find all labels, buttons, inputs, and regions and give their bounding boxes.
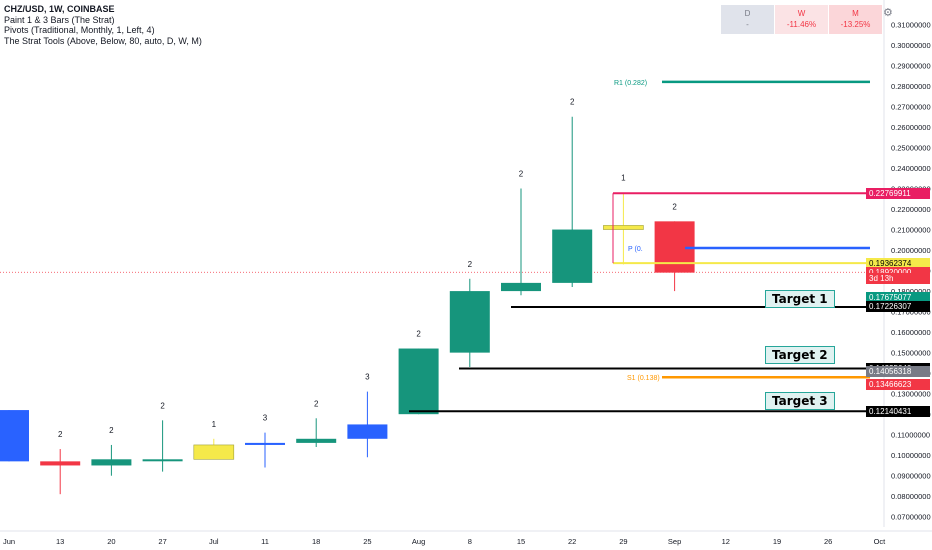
- time-tick-label: 20: [107, 537, 115, 546]
- price-tick-label: 0.20000000: [891, 246, 931, 255]
- candle-body: [193, 444, 235, 460]
- price-tick-label: 0.11000000: [891, 431, 930, 440]
- price-tick-label: 0.24000000: [891, 164, 931, 173]
- price-tick-label: 0.31000000: [891, 20, 931, 29]
- price-tick-label: 0.22000000: [891, 205, 931, 214]
- candle-body: [40, 461, 81, 466]
- time-tick-label: 29: [619, 537, 627, 546]
- target-box-3[interactable]: Target 3: [765, 391, 835, 410]
- pivot-label-s1: S1 (0.138): [627, 375, 660, 382]
- candle-body: [245, 442, 285, 445]
- candle-body: [296, 438, 337, 443]
- price-axis-tag: 0.12140431: [866, 405, 930, 417]
- candle-body: [603, 225, 644, 230]
- price-tick-label: 0.13000000: [891, 390, 931, 399]
- perf-month: M -13.25%: [829, 5, 882, 34]
- perf-day: D -: [721, 5, 774, 34]
- price-tick-label: 0.28000000: [891, 82, 931, 91]
- strat-bar-label: 3: [365, 373, 370, 382]
- price-tick-label: 0.09000000: [891, 472, 931, 481]
- strat-bar-label: 2: [570, 98, 575, 107]
- price-tick-label: 0.18000000: [891, 287, 931, 296]
- strat-bar-label: 2: [416, 330, 421, 339]
- price-axis-tag: 3d 13h: [866, 272, 930, 284]
- strat-bar-label: 2: [672, 202, 677, 211]
- strat-bar-label: 3: [263, 414, 268, 423]
- time-tick-label: 8: [468, 537, 472, 546]
- price-axis-tag: 0.14056318: [866, 366, 930, 378]
- price-axis-tag: 0.22769911: [866, 187, 930, 199]
- price-tick-label: 0.30000000: [891, 41, 931, 50]
- time-tick-label: Oct: [874, 537, 887, 546]
- candle-body: [552, 229, 593, 283]
- strat-bar-label: 2: [519, 170, 524, 179]
- strat-bar-label: 2: [314, 399, 319, 408]
- price-axis-tag: 0.17226307: [866, 301, 930, 313]
- pivot-label-p: P (0.: [628, 246, 643, 253]
- perf-month-label: M: [852, 9, 859, 18]
- time-tick-label: 25: [363, 537, 371, 546]
- price-tick-label: 0.15000000: [891, 349, 931, 358]
- candle-body: [91, 459, 132, 466]
- time-tick-label: 11: [261, 537, 269, 546]
- time-tick-label: 12: [722, 537, 730, 546]
- strat-bar-label: 2: [109, 426, 114, 435]
- price-tick-label: 0.26000000: [891, 123, 931, 132]
- pivot-label-r1: R1 (0.282): [614, 80, 647, 87]
- price-tick-label: 0.07000000: [891, 513, 931, 522]
- time-tick-label: 19: [773, 537, 781, 546]
- time-tick-label: 22: [568, 537, 576, 546]
- perf-week: W -11.46%: [775, 5, 828, 34]
- target-box-1[interactable]: Target 1: [765, 290, 835, 309]
- indicator-strat-paint[interactable]: Paint 1 & 3 Bars (The Strat): [4, 14, 115, 25]
- strat-bar-label: 2: [58, 430, 63, 439]
- time-tick-label: 15: [517, 537, 525, 546]
- symbol-title[interactable]: CHZ/USD, 1W, COINBASE: [4, 4, 115, 14]
- settings-gear-icon[interactable]: ⚙: [883, 7, 893, 19]
- chart-legend: CHZ/USD, 1W, COINBASE Paint 1 & 3 Bars (…: [4, 4, 202, 46]
- price-axis-tag: 0.19362374: [866, 257, 930, 269]
- perf-week-value: -11.46%: [786, 20, 817, 29]
- candle-body: [142, 459, 183, 462]
- price-tick-label: 0.25000000: [891, 143, 931, 152]
- time-tick-label: 13: [56, 537, 64, 546]
- perf-day-label: D: [744, 9, 751, 18]
- price-tick-label: 0.08000000: [891, 492, 931, 501]
- strat-bar-label: 2: [468, 260, 473, 269]
- candle-body: [449, 291, 490, 353]
- candle-body: [0, 410, 29, 462]
- indicator-strat-tools[interactable]: The Strat Tools (Above, Below, 80, auto,…: [4, 35, 202, 46]
- time-tick-label: Sep: [668, 537, 681, 546]
- target-box-2[interactable]: Target 2: [765, 345, 835, 364]
- price-tick-label: 0.10000000: [891, 451, 931, 460]
- perf-day-value: -: [746, 20, 749, 29]
- price-tick-label: 0.27000000: [891, 102, 931, 111]
- price-tick-label: 0.29000000: [891, 61, 931, 70]
- candle-body: [501, 282, 541, 292]
- time-tick-label: 27: [158, 537, 166, 546]
- time-tick-label: 26: [824, 537, 832, 546]
- perf-week-label: W: [797, 9, 806, 18]
- strat-bar-label: 1: [621, 174, 626, 183]
- time-tick-label: Jun: [3, 537, 15, 546]
- perf-month-value: -13.25%: [840, 20, 871, 29]
- candle-body: [347, 424, 388, 439]
- price-tick-label: 0.16000000: [891, 328, 931, 337]
- price-axis-tag: 0.18920000: [866, 266, 930, 278]
- strat-bar-label: 2: [160, 401, 165, 410]
- time-tick-label: Jul: [209, 537, 219, 546]
- time-tick-label: Aug: [412, 537, 425, 546]
- strat-bar-label: 1: [212, 420, 217, 429]
- price-tick-label: 0.21000000: [891, 226, 931, 235]
- time-tick-label: 18: [312, 537, 320, 546]
- price-axis-tag: 0.13466623: [866, 378, 930, 390]
- price-axis-tag: 0.17675077: [866, 292, 930, 304]
- candle-body: [398, 348, 439, 415]
- indicator-pivots[interactable]: Pivots (Traditional, Monthly, 1, Left, 4…: [4, 25, 155, 35]
